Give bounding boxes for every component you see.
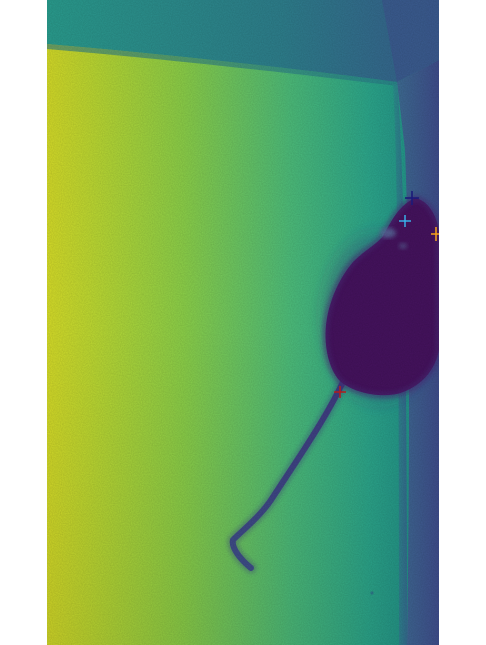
red-cross-marker: [334, 386, 346, 398]
heatmap-image: [47, 0, 439, 645]
navy-cross-marker: [405, 191, 419, 205]
orange-cross-marker: [431, 227, 439, 241]
cyan-cross-marker: [399, 215, 411, 227]
image-canvas: [47, 0, 439, 645]
